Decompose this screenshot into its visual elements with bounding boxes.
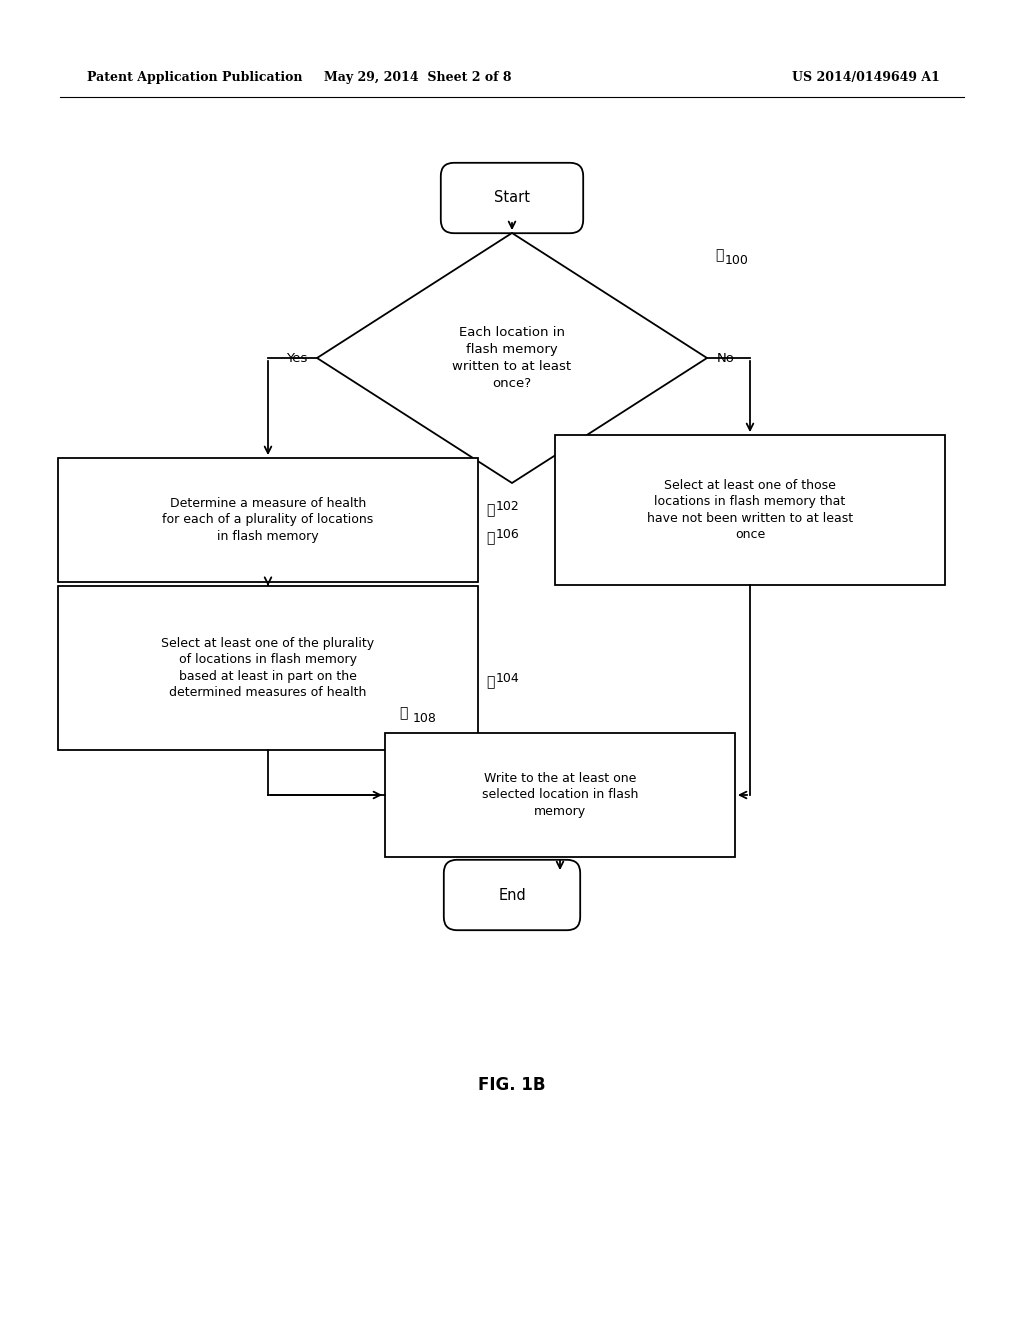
Text: Select at least one of the plurality
of locations in flash memory
based at least: Select at least one of the plurality of … — [162, 636, 375, 700]
Text: Write to the at least one
selected location in flash
memory: Write to the at least one selected locat… — [482, 772, 638, 818]
Text: ⤶: ⤶ — [486, 503, 495, 517]
FancyBboxPatch shape — [443, 859, 581, 931]
Text: Select at least one of those
locations in flash memory that
have not been writte: Select at least one of those locations i… — [647, 479, 853, 541]
Text: Each location in
flash memory
written to at least
once?: Each location in flash memory written to… — [453, 326, 571, 389]
Text: Determine a measure of health
for each of a plurality of locations
in flash memo: Determine a measure of health for each o… — [163, 498, 374, 543]
Text: 108: 108 — [413, 711, 437, 725]
FancyBboxPatch shape — [440, 162, 584, 234]
Bar — [58, 458, 478, 582]
Polygon shape — [317, 234, 707, 483]
Bar — [58, 586, 478, 750]
Text: ⤶: ⤶ — [486, 531, 495, 545]
Text: Patent Application Publication: Patent Application Publication — [87, 70, 302, 83]
Text: Start: Start — [494, 190, 530, 206]
Text: ⤶: ⤶ — [399, 706, 408, 719]
Bar — [385, 733, 735, 857]
Text: FIG. 1B: FIG. 1B — [478, 1076, 546, 1094]
Text: 106: 106 — [496, 528, 520, 540]
Bar — [555, 436, 945, 585]
Text: 104: 104 — [496, 672, 520, 685]
Text: 100: 100 — [725, 255, 749, 268]
Text: US 2014/0149649 A1: US 2014/0149649 A1 — [793, 70, 940, 83]
Text: ⤶: ⤶ — [486, 675, 495, 689]
Text: 102: 102 — [496, 499, 520, 512]
Text: May 29, 2014  Sheet 2 of 8: May 29, 2014 Sheet 2 of 8 — [325, 70, 512, 83]
Text: No: No — [717, 351, 735, 364]
Text: End: End — [498, 887, 526, 903]
Text: ⤶: ⤶ — [715, 248, 723, 261]
Text: Yes: Yes — [286, 351, 307, 364]
